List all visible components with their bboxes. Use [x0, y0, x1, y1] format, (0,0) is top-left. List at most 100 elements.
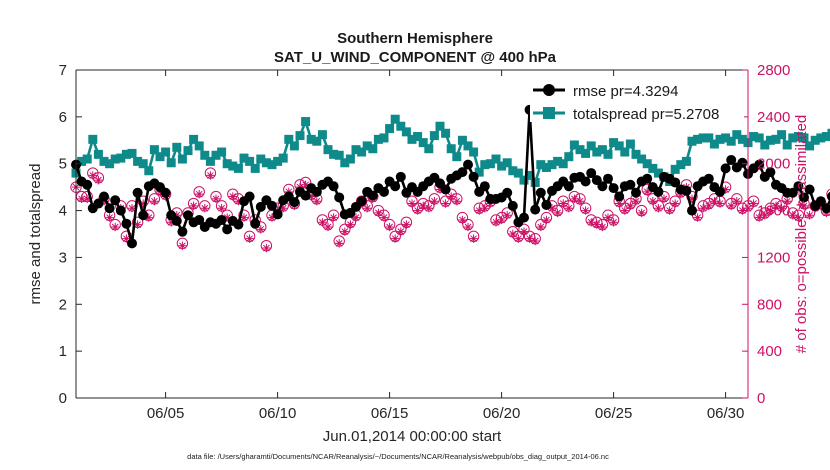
totalspread-point	[239, 153, 249, 163]
totalspread-point	[379, 133, 389, 143]
legend-totalspread-label: totalspread pr=5.2708	[573, 106, 719, 123]
totalspread-point	[681, 156, 691, 166]
obs-assimilated-point	[620, 206, 629, 215]
obs-assimilated-point	[805, 211, 814, 220]
totalspread-point	[177, 154, 187, 164]
obs-assimilated-point	[88, 171, 97, 180]
obs-assimilated-point	[749, 199, 758, 208]
obs-possible-point	[826, 188, 830, 200]
obs-assimilated-point	[329, 213, 338, 222]
totalspread-point	[149, 145, 159, 155]
x-tick-label: 06/15	[371, 405, 409, 422]
totalspread-point	[648, 163, 658, 173]
rmse-point	[586, 168, 597, 179]
totalspread-point	[737, 134, 747, 144]
rmse-point	[804, 184, 815, 195]
rmse-point	[687, 205, 697, 216]
rmse-point	[670, 177, 681, 188]
chart-title-line2: SAT_U_WIND_COMPONENT @ 400 hPa	[274, 49, 557, 66]
obs-assimilated-point	[111, 222, 120, 232]
plot-area	[76, 70, 748, 398]
x-tick-label: 06/30	[707, 405, 745, 422]
totalspread-point	[670, 164, 680, 174]
totalspread-point	[530, 177, 540, 187]
totalspread-point	[693, 134, 703, 144]
obs-assimilated-point	[206, 171, 215, 180]
totalspread-point	[357, 147, 367, 157]
y-axis-label-right: # of obs: o=possible; ∗=assimilated	[793, 115, 810, 354]
totalspread-point	[273, 156, 283, 166]
totalspread-point	[485, 159, 495, 169]
obs-assimilated-point	[312, 197, 321, 206]
rmse-point	[121, 218, 132, 229]
legend-rmse-marker	[543, 84, 555, 96]
obs-assimilated-point	[211, 194, 221, 204]
legend: rmse pr=4.3294 totalspread pr=5.2708	[530, 76, 744, 123]
totalspread-point	[765, 135, 775, 145]
rmse-point	[457, 167, 468, 178]
obs-assimilated-point	[587, 218, 596, 227]
totalspread-point	[323, 145, 333, 155]
rmse-point	[138, 210, 149, 221]
obs-assimilated-point	[559, 199, 568, 208]
rmse-point	[603, 173, 613, 184]
obs-assimilated-point	[391, 234, 400, 243]
rmse-point	[463, 159, 473, 170]
rmse-point	[608, 183, 619, 194]
obs-assimilated-point	[413, 206, 422, 215]
totalspread-point	[278, 153, 288, 163]
obs-assimilated-point	[200, 204, 209, 213]
y-right-tick-label: 2400	[757, 109, 790, 126]
obs-assimilated-point	[267, 213, 277, 222]
obs-assimilated-point	[654, 204, 663, 213]
obs-assimilated-point	[452, 197, 461, 206]
series-layer	[70, 104, 830, 253]
totalspread-point	[88, 134, 98, 144]
obs-assimilated-point	[615, 199, 624, 208]
rmse-point	[127, 238, 137, 249]
obs-assimilated-point	[447, 192, 456, 201]
totalspread-point	[760, 140, 770, 150]
obs-assimilated-point	[671, 199, 680, 208]
obs-assimilated-point	[760, 211, 769, 220]
rmse-point	[827, 191, 830, 202]
totalspread-point	[362, 141, 372, 151]
obs-assimilated-point	[659, 194, 669, 204]
obs-assimilated-point	[323, 222, 333, 232]
obs-assimilated-point	[379, 213, 389, 222]
y-right-tick-label: 1200	[757, 249, 790, 266]
obs-assimilated-point	[435, 185, 445, 194]
rmse-point	[110, 195, 121, 206]
totalspread-point	[676, 160, 686, 170]
obs-assimilated-point	[223, 213, 232, 222]
obs-assimilated-point	[598, 222, 607, 232]
rmse-point	[328, 181, 339, 192]
y-right-tick-label: 0	[757, 390, 765, 407]
rmse-point	[356, 196, 367, 207]
obs-assimilated-point	[637, 208, 646, 218]
totalspread-point	[816, 133, 826, 143]
totalspread-point	[340, 158, 350, 168]
totalspread-point	[413, 132, 423, 142]
totalspread-point	[452, 152, 462, 162]
rmse-point	[367, 190, 378, 201]
obs-assimilated-point	[648, 197, 657, 206]
obs-assimilated-point	[777, 204, 786, 213]
obs-assimilated-point	[239, 213, 249, 222]
totalspread-point	[547, 160, 557, 170]
totalspread-point	[217, 147, 227, 157]
x-tick-label: 06/10	[259, 405, 297, 422]
totalspread-point	[189, 134, 199, 144]
obs-assimilated-point	[245, 234, 254, 243]
rmse-point	[390, 181, 401, 192]
totalspread-point	[463, 141, 473, 151]
totalspread-point	[390, 114, 400, 124]
rmse-point	[535, 187, 546, 198]
obs-assimilated-point	[469, 234, 478, 243]
totalspread-point	[267, 160, 277, 170]
totalspread-point	[144, 166, 154, 176]
totalspread-point	[317, 130, 327, 140]
obs-assimilated-point	[419, 201, 428, 211]
y-left-tick-label: 3	[59, 249, 67, 266]
totalspread-point	[110, 154, 120, 164]
